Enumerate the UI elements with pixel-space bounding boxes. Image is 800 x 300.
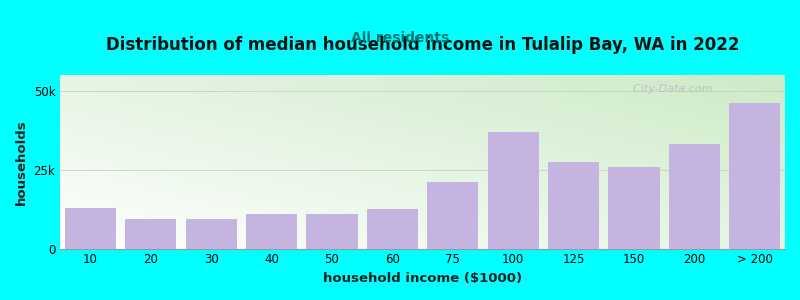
Text: City-Data.com: City-Data.com	[626, 84, 712, 94]
Bar	[669, 144, 720, 249]
Bar	[246, 214, 298, 249]
Bar	[125, 219, 177, 249]
Bar	[608, 167, 660, 249]
Bar	[366, 209, 418, 249]
Bar	[729, 103, 781, 249]
Y-axis label: households: households	[15, 119, 28, 205]
Bar	[427, 182, 478, 249]
Bar	[65, 208, 116, 249]
Title: Distribution of median household income in Tulalip Bay, WA in 2022: Distribution of median household income …	[106, 36, 739, 54]
Bar	[548, 162, 599, 249]
Bar	[186, 219, 237, 249]
Text: All residents: All residents	[351, 32, 449, 46]
Bar	[306, 214, 358, 249]
X-axis label: household income ($1000): household income ($1000)	[323, 272, 522, 285]
Bar	[487, 132, 539, 249]
